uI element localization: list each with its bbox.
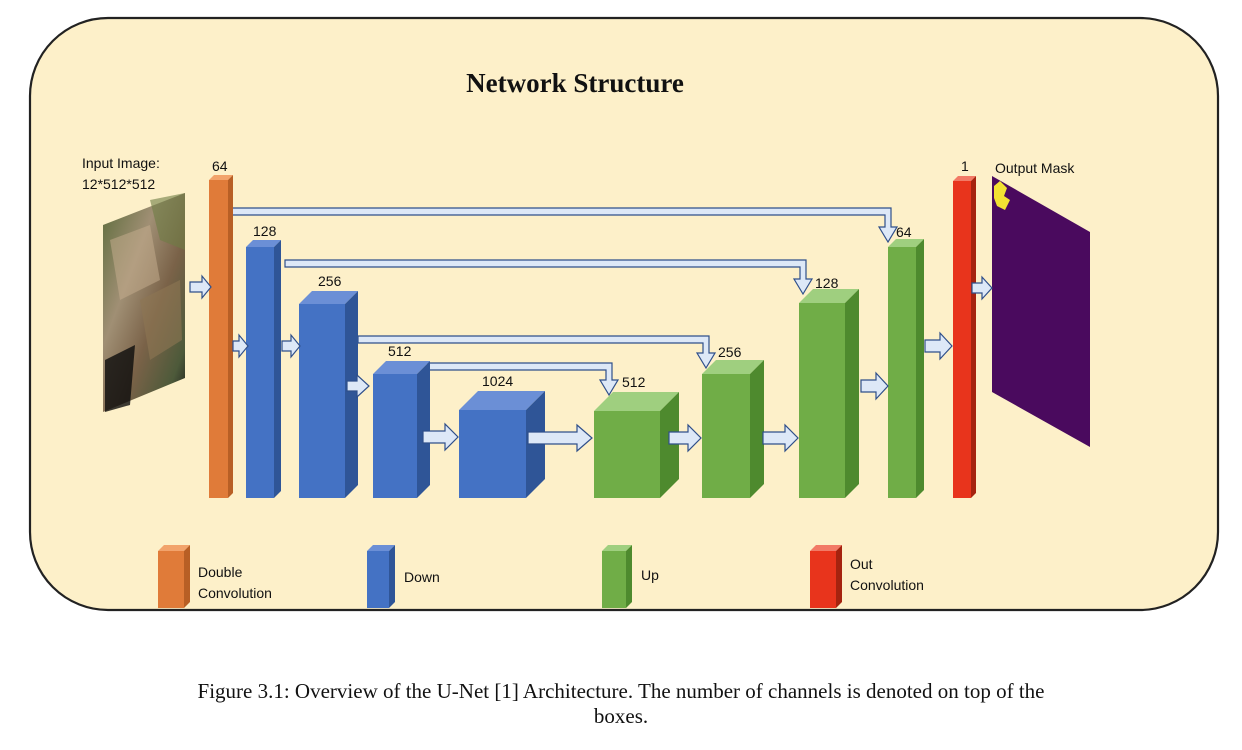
down-block-3 bbox=[373, 361, 430, 498]
channel-label-outc: 1 bbox=[961, 158, 969, 174]
channel-label-up1: 512 bbox=[622, 374, 646, 390]
skip-connection-128 bbox=[284, 259, 814, 296]
channel-label-down1: 128 bbox=[253, 223, 277, 239]
down-block-1 bbox=[246, 240, 281, 498]
forward-arrow bbox=[527, 423, 593, 453]
up-block-4 bbox=[888, 239, 924, 498]
forward-arrow bbox=[232, 333, 249, 359]
legend-swatch-down bbox=[367, 545, 395, 608]
double-convolution-block bbox=[209, 175, 233, 498]
forward-arrow bbox=[346, 373, 370, 399]
output-mask bbox=[992, 176, 1090, 447]
channel-label-down2: 256 bbox=[318, 273, 342, 289]
channel-label-up4: 64 bbox=[896, 224, 912, 240]
legend-label-up: Up bbox=[641, 567, 659, 583]
skip-connection-256 bbox=[357, 335, 717, 370]
down-block-4 bbox=[459, 391, 545, 498]
input-image-size-label: 12*512*512 bbox=[82, 176, 155, 192]
forward-arrow bbox=[971, 275, 993, 301]
forward-arrow bbox=[860, 371, 889, 401]
channel-label-inc: 64 bbox=[212, 158, 228, 174]
out-convolution-block bbox=[953, 176, 976, 498]
output-mask-label: Output Mask bbox=[995, 160, 1075, 176]
skip-connection-512 bbox=[427, 362, 620, 397]
forward-arrow bbox=[668, 423, 702, 453]
legend-label-down: Down bbox=[404, 569, 440, 585]
forward-arrow bbox=[924, 331, 953, 361]
down-block-2 bbox=[299, 291, 358, 498]
skip-connection-64 bbox=[229, 207, 899, 244]
legend-swatch-up bbox=[602, 545, 632, 608]
channel-label-down3: 512 bbox=[388, 343, 412, 359]
figure-caption-line-2: boxes. bbox=[593, 704, 649, 728]
forward-arrow bbox=[281, 333, 301, 359]
legend: Double Convolution Down Up Out Convoluti… bbox=[158, 545, 924, 608]
legend-label-double-convolution-2: Convolution bbox=[198, 585, 272, 601]
legend-swatch-out-convolution bbox=[810, 545, 842, 608]
skip-connections bbox=[229, 207, 899, 397]
figure-caption: Figure 3.1: Overview of the U-Net [1] Ar… bbox=[0, 679, 1242, 729]
legend-label-double-convolution-1: Double bbox=[198, 564, 243, 580]
forward-arrow bbox=[189, 274, 212, 300]
unet-diagram: Network Structure Input Image: 12*512*51… bbox=[28, 16, 1220, 612]
legend-label-out-convolution-1: Out bbox=[850, 556, 873, 572]
legend-label-out-convolution-2: Convolution bbox=[850, 577, 924, 593]
input-image bbox=[103, 193, 185, 412]
forward-arrow bbox=[762, 423, 799, 453]
input-image-label: Input Image: bbox=[82, 155, 160, 171]
figure-caption-line-1: Figure 3.1: Overview of the U-Net [1] Ar… bbox=[197, 679, 1045, 703]
diagram-title: Network Structure bbox=[466, 68, 684, 98]
channel-label-down4: 1024 bbox=[482, 373, 513, 389]
up-block-3 bbox=[799, 289, 859, 498]
forward-arrow bbox=[422, 422, 459, 452]
channel-label-up3: 128 bbox=[815, 275, 839, 291]
legend-swatch-double-convolution bbox=[158, 545, 190, 608]
up-block-2 bbox=[702, 360, 764, 498]
up-block-1 bbox=[594, 392, 679, 498]
forward-arrows bbox=[189, 274, 993, 453]
channel-label-up2: 256 bbox=[718, 344, 742, 360]
